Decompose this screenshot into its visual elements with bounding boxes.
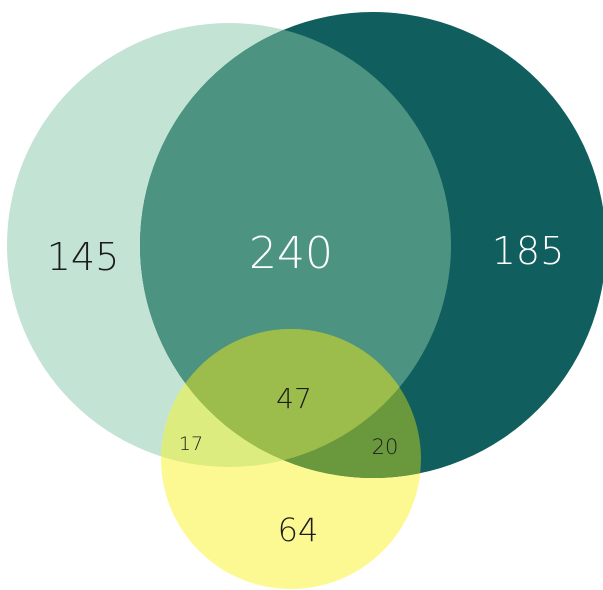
label-bc: 20 [372,435,399,459]
label-ac: 17 [179,433,203,455]
label-a-only: 145 [47,235,120,279]
label-b-only: 185 [492,229,565,273]
label-abc: 47 [276,382,312,415]
label-ab: 240 [249,228,333,279]
label-c-only: 64 [278,511,319,549]
